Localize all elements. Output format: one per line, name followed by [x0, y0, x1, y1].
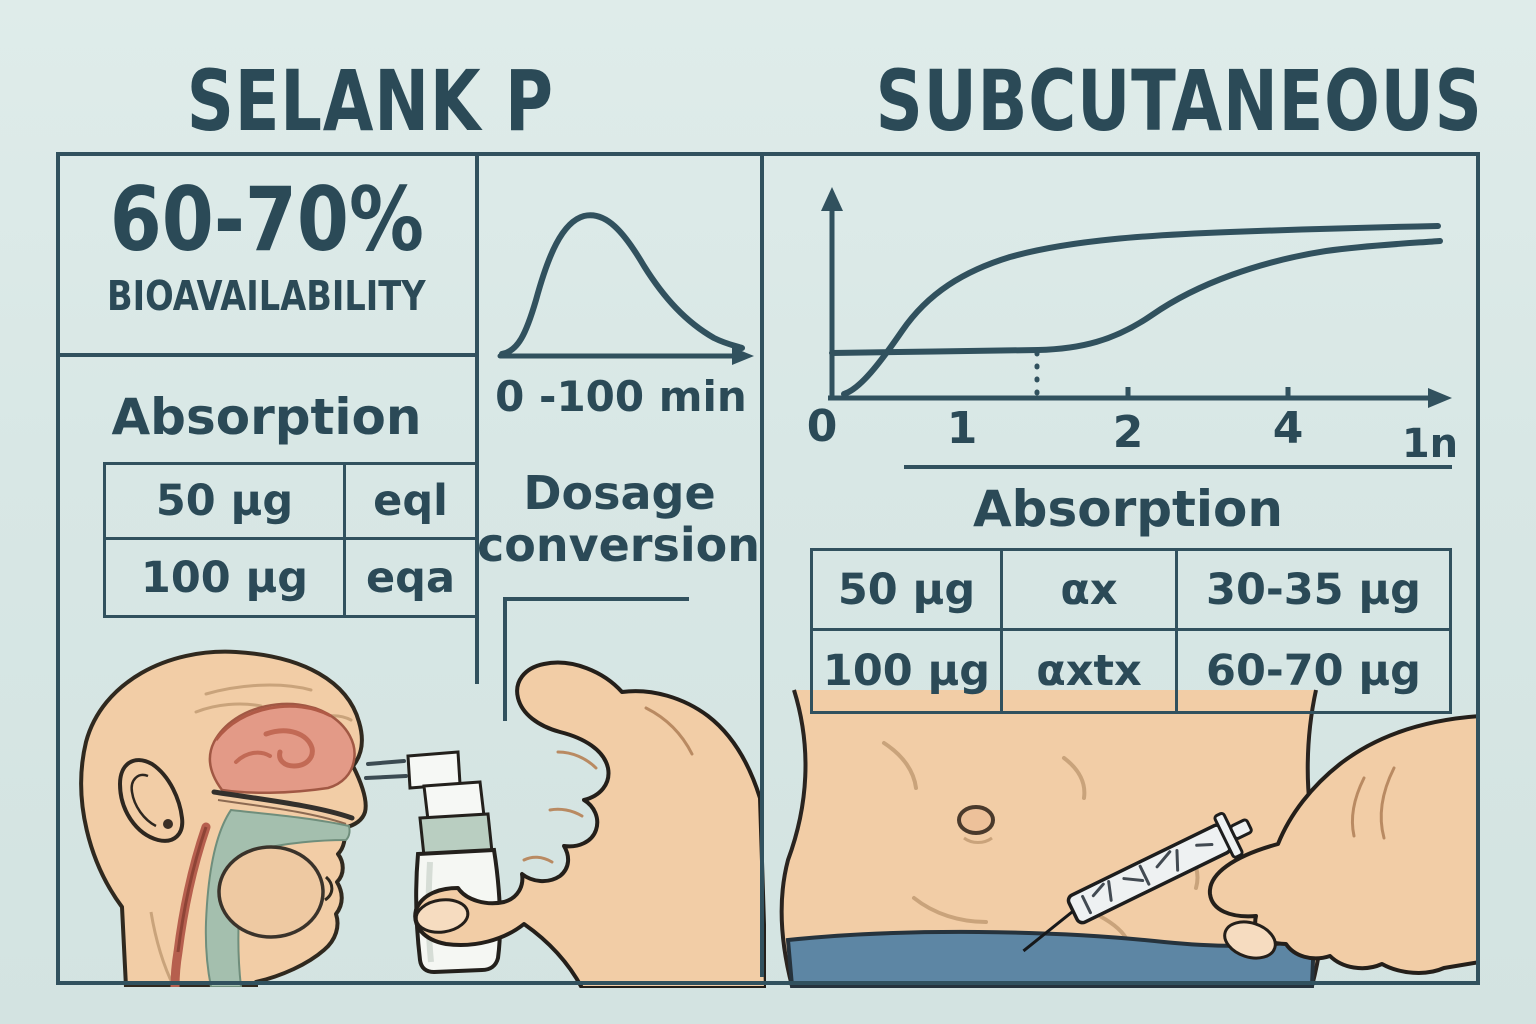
x-tick-1: 1: [947, 403, 978, 454]
subcutaneous-injection-illustration: [779, 689, 1480, 988]
left-absorption-heading: Absorption: [111, 388, 422, 446]
dosage-conversion-line1: Dosage: [523, 466, 716, 520]
concentration-curve: [499, 212, 745, 357]
y-axis-arrow: [821, 187, 843, 211]
syringe: [1022, 811, 1253, 953]
fast-onset-curve: [841, 223, 1441, 397]
x-tick-0: 0: [807, 401, 838, 452]
bioavailability-divider: [56, 353, 477, 357]
hand: [413, 660, 766, 988]
thumb-nail: [414, 898, 470, 934]
table-cell: 30-35 μg: [1178, 551, 1449, 631]
table-cell: 50 μg: [813, 551, 1003, 631]
absorption-chart: 0 1 2 4 1n: [807, 187, 1458, 465]
table-cell: αxtx: [1003, 631, 1178, 711]
x-tick-2: 2: [1113, 407, 1144, 458]
x-tick-end: 1n: [1402, 421, 1458, 465]
bioavailability-value: 60-70%: [109, 168, 424, 271]
title-left: SELANK P: [186, 52, 554, 150]
hand-with-nasal-spray-illustration: [364, 660, 766, 988]
x-axis-arrow: [732, 347, 754, 365]
main-frame: [56, 152, 1480, 985]
table-cell: 60-70 μg: [1206, 646, 1421, 696]
table-cell: 50 μg: [106, 465, 346, 540]
bioavailability-label: BIOAVAILABILITY: [107, 272, 426, 320]
right-section-rule: [904, 465, 1452, 469]
thumb-nail: [1223, 920, 1277, 960]
dose-table-right: 50 μg αx 30-35 μg 100 μg αxtx 60-70 μg: [810, 548, 1452, 714]
table-cell: eqa: [366, 552, 455, 603]
nasal-curve-chart: [497, 212, 754, 365]
x-axis-arrow: [1428, 388, 1452, 408]
abdomen: [781, 690, 1324, 986]
table-cell: αx: [1003, 551, 1178, 631]
dosage-conversion-line2: conversion: [477, 518, 760, 572]
table-cell: 100 μg: [106, 540, 346, 615]
nasal-curve-x-label: 0 -100 min: [495, 372, 747, 421]
nasal-administration-illustration: [79, 649, 368, 987]
corner-bracket: [503, 597, 689, 721]
left-panel-divider: [475, 152, 479, 684]
right-absorption-heading: Absorption: [972, 480, 1284, 538]
x-tick-4: 4: [1273, 403, 1304, 454]
injecting-hand: [1207, 714, 1480, 975]
mouth-interior: [217, 845, 325, 939]
table-cell: eql: [346, 465, 475, 540]
nasal-cavity: [208, 702, 356, 795]
delayed-onset-curve: [829, 238, 1443, 356]
spray-lines: [364, 759, 408, 780]
center-divider: [760, 152, 764, 977]
table-cell: 100 μg: [813, 631, 1003, 711]
needle: [1022, 909, 1074, 953]
navel: [957, 805, 995, 835]
title-right: SUBCUTANEOUS: [875, 52, 1483, 150]
dose-table-left: 50 μg eql 100 μg eqa: [103, 462, 478, 618]
